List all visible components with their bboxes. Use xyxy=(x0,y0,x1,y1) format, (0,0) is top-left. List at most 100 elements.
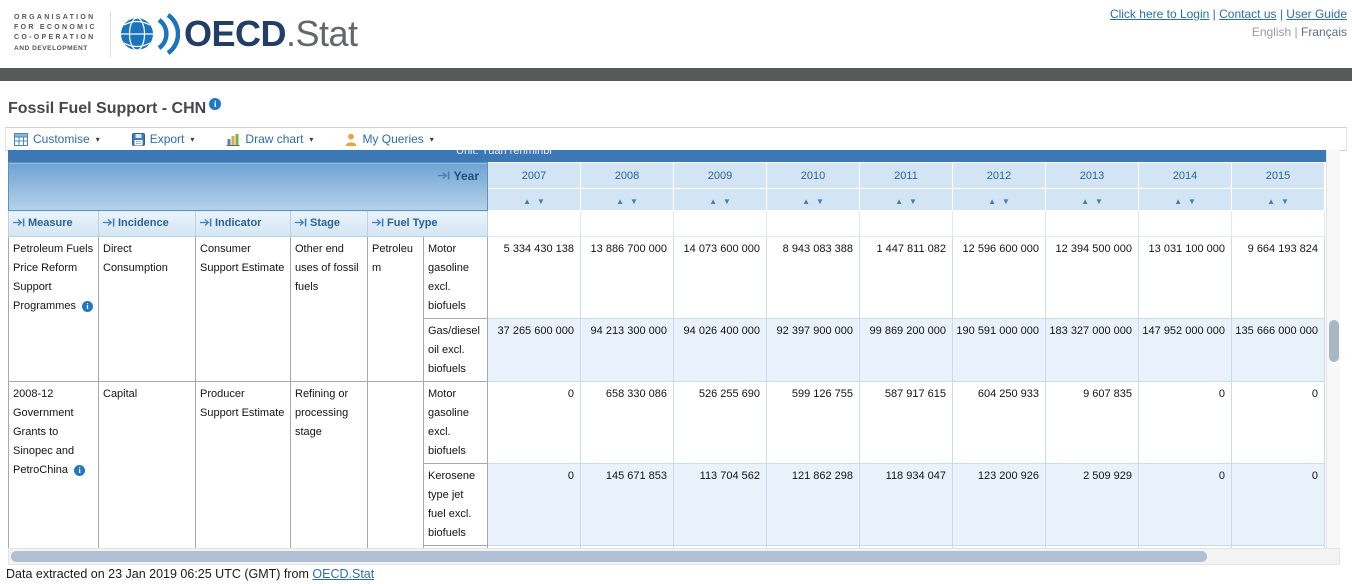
value-cell: 0 xyxy=(487,463,581,546)
value-cell: 658 330 086 xyxy=(580,381,674,464)
value-cell: 14 073 600 000 xyxy=(673,236,767,319)
stage-cell: Refining or processing stage xyxy=(290,381,368,548)
sort-descending-icon[interactable]: ▼ xyxy=(1281,196,1289,206)
year-axis-label[interactable]: Year xyxy=(437,169,479,183)
value-cell: 0 xyxy=(1231,545,1325,548)
incidence-cell-text: Direct Consumption xyxy=(103,243,168,274)
logo-stat: .Stat xyxy=(286,13,358,54)
value-cell: 0 xyxy=(487,381,581,464)
sort-ascending-icon[interactable]: ▲ xyxy=(709,196,717,206)
language-french-link[interactable]: Français xyxy=(1300,25,1347,39)
person-icon xyxy=(345,133,357,146)
dim-header-stage[interactable]: Stage xyxy=(290,210,368,237)
sort-ascending-icon[interactable]: ▲ xyxy=(616,196,624,206)
sort-descending-icon[interactable]: ▼ xyxy=(1188,196,1196,206)
value-cell: 99 869 200 000 xyxy=(859,318,953,382)
value-cell: 0 xyxy=(1138,463,1232,546)
header-link-contact-us[interactable]: Contact us xyxy=(1219,7,1277,21)
logo-oecd: OECD xyxy=(184,13,287,54)
year-column-header: 2009 xyxy=(673,162,767,189)
title-info-icon[interactable]: i xyxy=(209,98,222,110)
sort-ascending-icon[interactable]: ▲ xyxy=(802,196,810,206)
year-column-header: 2015 xyxy=(1231,162,1325,189)
data-table: Year 2007 2008 2009 2010 2011 2012 2013 2014 2015… xyxy=(8,162,1325,548)
sort-descending-icon[interactable]: ▼ xyxy=(723,196,731,206)
unit-banner-text: Unit: Yuan renminbi xyxy=(456,150,552,157)
incidence-cell: Capital xyxy=(98,381,196,548)
stage-cell: Other end uses of fossil fuels xyxy=(290,236,368,382)
sort-descending-icon[interactable]: ▼ xyxy=(1095,196,1103,206)
toolbar-item-customise[interactable]: Customise ▾ xyxy=(14,132,100,146)
fuel-type-cell: Motor gasoline excl. biofuels xyxy=(423,236,488,319)
dim-header-label: Incidence xyxy=(118,217,169,229)
info-icon[interactable]: i xyxy=(82,301,94,312)
fuel-type-cell: Motor gasoline excl. biofuels xyxy=(423,381,488,464)
sort-descending-icon[interactable]: ▼ xyxy=(909,196,917,206)
incidence-cell-text: Capital xyxy=(103,388,138,400)
measure-cell-text: 2008-12 Government Grants to Sinopec and… xyxy=(13,388,75,476)
measure-cell-text: Petroleum Fuels Price Reform Support Pro… xyxy=(13,243,94,312)
indicator-cell: Producer Support Estimate xyxy=(195,381,291,548)
toolbar-item-draw-chart[interactable]: Draw chart ▾ xyxy=(226,132,313,146)
vertical-scrollbar[interactable] xyxy=(1326,150,1340,548)
sort-ascending-icon[interactable]: ▲ xyxy=(1081,196,1089,206)
sort-descending-icon[interactable]: ▼ xyxy=(537,196,545,206)
dim-header-measure[interactable]: Measure xyxy=(8,210,99,237)
table-row: 2008-12 Government Grants to Sinopec and… xyxy=(8,381,1325,548)
value-cell: 94 026 400 000 xyxy=(673,318,767,382)
sort-row: ▲ ▼ ▲ ▼ ▲ ▼ ▲ ▼ ▲ ▼ ▲ ▼ ▲ ▼ ▲ ▼ ▲ ▼ xyxy=(9,188,1325,211)
horizontal-scrollbar-thumb[interactable] xyxy=(11,551,1207,562)
value-cell: 123 200 926 xyxy=(952,463,1046,546)
horizontal-scrollbar[interactable] xyxy=(8,548,1340,565)
oecd-org-text: ORGANISATION FOR ECONOMIC CO-OPERATION A… xyxy=(14,13,97,54)
sort-ascending-icon[interactable]: ▲ xyxy=(988,196,996,206)
value-cell: 113 704 562 xyxy=(673,463,767,546)
toolbar-item-my-queries[interactable]: My Queries ▾ xyxy=(345,132,434,146)
sort-descending-icon[interactable]: ▼ xyxy=(630,196,638,206)
dim-header-incidence[interactable]: Incidence xyxy=(98,210,196,237)
table-grid-icon xyxy=(14,132,28,146)
sort-descending-icon[interactable]: ▼ xyxy=(1002,196,1010,206)
value-cell: 13 031 100 000 xyxy=(1138,236,1232,319)
header-link-user-guide[interactable]: User Guide xyxy=(1286,7,1347,21)
empty-header-cell xyxy=(1231,210,1325,237)
sort-ascending-icon[interactable]: ▲ xyxy=(1267,196,1275,206)
org-line: AND DEVELOPMENT xyxy=(14,45,88,52)
bar-chart-icon xyxy=(226,133,240,146)
value-cell: 12 394 500 000 xyxy=(1045,236,1139,319)
sort-descending-icon[interactable]: ▼ xyxy=(816,196,824,206)
site-header: ORGANISATION FOR ECONOMIC CO-OPERATION A… xyxy=(0,0,1352,68)
year-header-row: Year 2007 2008 2009 2010 2011 2012 2013 2014 2015 xyxy=(8,162,1325,211)
vertical-scrollbar-thumb[interactable] xyxy=(1329,320,1339,362)
oecd-stat-link[interactable]: OECD.Stat xyxy=(312,567,375,581)
toolbar-item-label: My Queries xyxy=(362,132,424,146)
pivot-icon xyxy=(295,218,307,230)
sort-ascending-icon[interactable]: ▲ xyxy=(895,196,903,206)
year-column-header: 2008 xyxy=(580,162,674,189)
dim-header-fuel-type[interactable]: Fuel Type xyxy=(367,210,488,237)
value-cell: 94 213 300 000 xyxy=(580,318,674,382)
table-head: Year 2007 2008 2009 2010 2011 2012 2013 2014 2015… xyxy=(8,162,1325,237)
separator: | xyxy=(1276,7,1287,21)
oecd-stat-logo: OECD.Stat xyxy=(184,12,358,56)
toolbar-item-export[interactable]: Export ▾ xyxy=(131,132,194,146)
value-cell: 147 952 000 000 xyxy=(1138,318,1232,382)
info-icon[interactable]: i xyxy=(74,465,86,476)
value-cell: 9 607 835 xyxy=(1045,381,1139,464)
incidence-cell: Direct Consumption xyxy=(98,236,196,382)
indicator-cell-text: Producer Support Estimate xyxy=(200,388,285,419)
sort-ascending-icon[interactable]: ▲ xyxy=(1174,196,1182,206)
value-cell: 92 397 900 000 xyxy=(766,318,860,382)
fuel-type-cell: Kerosene type jet fuel excl. biofuels xyxy=(423,463,488,546)
fuel-group-cell xyxy=(367,381,424,548)
value-cell: 2 509 929 xyxy=(1045,463,1139,546)
toolbar-item-label: Customise xyxy=(33,132,90,146)
org-line: FOR ECONOMIC xyxy=(14,24,97,31)
year-column-header: 2011 xyxy=(859,162,953,189)
sort-ascending-icon[interactable]: ▲ xyxy=(523,196,531,206)
value-cell: 1 447 811 082 xyxy=(859,236,953,319)
pivot-icon xyxy=(103,218,115,230)
sort-controls: ▲ ▼ xyxy=(1045,188,1139,211)
dim-header-indicator[interactable]: Indicator xyxy=(195,210,291,237)
header-link-click-here-to-login[interactable]: Click here to Login xyxy=(1109,7,1210,21)
